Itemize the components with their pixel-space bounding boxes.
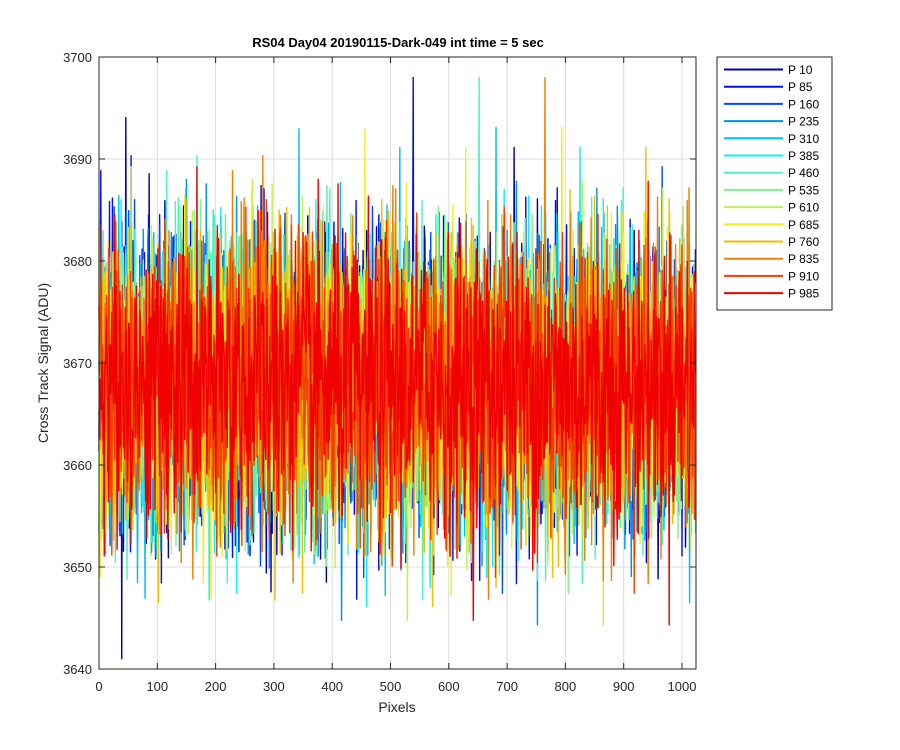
legend-label: P 535 (788, 183, 819, 197)
legend-label: P 235 (788, 115, 819, 129)
chart-title: RS04 Day04 20190115-Dark-049 int time = … (252, 35, 544, 50)
y-axis-ticks: 3640 3650 3660 3670 3680 3690 3700 (63, 50, 696, 677)
x-tick-label: 400 (321, 679, 343, 694)
x-axis-ticks: 0 100 200 300 400 500 600 700 800 900 1000 (95, 57, 696, 694)
y-tick-label: 3690 (63, 152, 92, 167)
x-axis-title: Pixels (378, 699, 415, 715)
legend-label: P 160 (788, 97, 819, 111)
x-tick-label: 900 (613, 679, 635, 694)
y-tick-label: 3650 (63, 560, 92, 575)
x-tick-label: 300 (263, 679, 285, 694)
legend-label: P 10 (788, 63, 813, 77)
legend-box (716, 56, 833, 311)
legend-label: P 385 (788, 149, 819, 163)
y-tick-label: 3680 (63, 254, 92, 269)
y-axis-title: Cross Track Signal (ADU) (35, 283, 51, 443)
legend-label: P 910 (788, 269, 819, 283)
x-tick-label: 0 (95, 679, 102, 694)
legend-label: P 460 (788, 166, 819, 180)
x-tick-label: 500 (380, 679, 402, 694)
x-tick-label: 800 (555, 679, 577, 694)
plot-area: 0 100 200 300 400 500 600 700 800 900 1000 3640 365… (63, 50, 697, 694)
legend-items: P 10 P 85 P 160 P 235 P 310 P 385 P 460 P 535 P … (724, 63, 819, 301)
series-lines (98, 76, 697, 660)
legend: P 10 P 85 P 160 P 235 P 310 P 385 P 460 P 535 P … (716, 56, 833, 311)
x-tick-label: 600 (438, 679, 460, 694)
y-tick-label: 3670 (63, 356, 92, 371)
x-tick-label: 200 (205, 679, 227, 694)
legend-label: P 985 (788, 287, 819, 301)
y-tick-label: 3700 (63, 50, 92, 65)
legend-label: P 685 (788, 218, 819, 232)
legend-label: P 310 (788, 132, 819, 146)
x-tick-label: 1000 (668, 679, 697, 694)
legend-label: P 610 (788, 201, 819, 215)
x-tick-label: 700 (496, 679, 518, 694)
legend-label: P 760 (788, 235, 819, 249)
x-tick-label: 100 (146, 679, 168, 694)
y-tick-label: 3640 (63, 662, 92, 677)
series-line-p985 (98, 166, 697, 626)
legend-label: P 85 (788, 80, 813, 94)
y-tick-label: 3660 (63, 458, 92, 473)
legend-label: P 835 (788, 252, 819, 266)
